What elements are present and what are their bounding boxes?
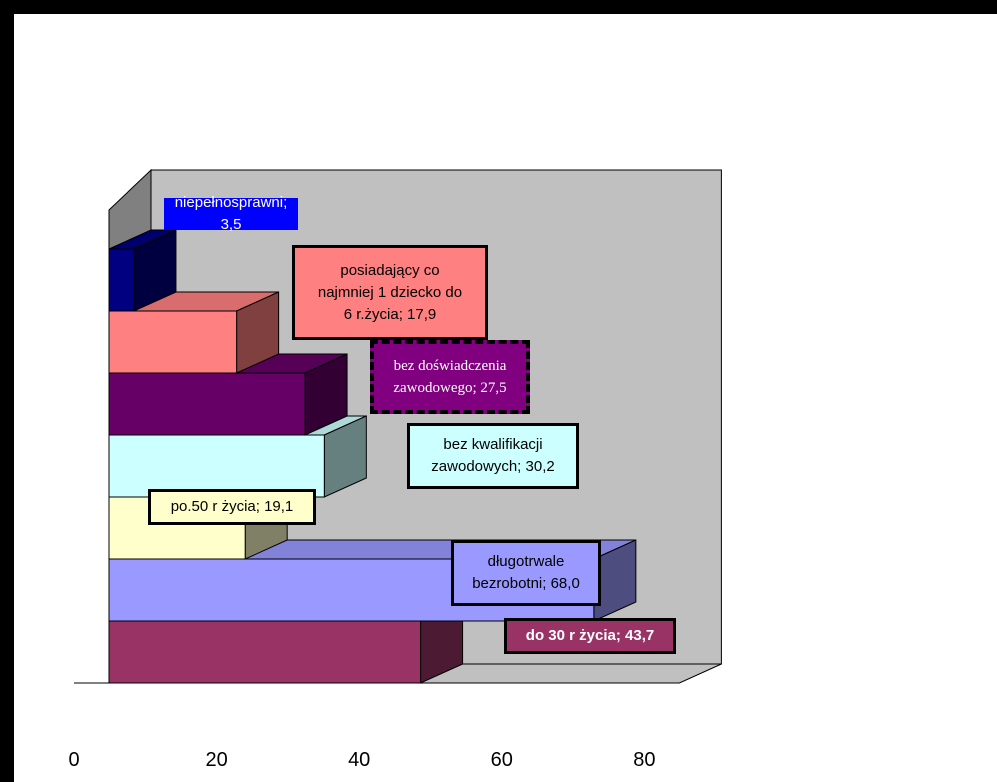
data-label-4: bez doświadczenia zawodowego; 27,5 [370,340,530,414]
bar-5 [108,310,238,374]
data-label-0: do 30 r życia; 43,7 [504,618,676,654]
data-label-5: posiadający co najmniej 1 dziecko do 6 r.ż… [292,245,488,340]
x-tick-label: 40 [348,749,371,771]
data-label-6: niepełnosprawni; 3,5 [164,194,298,233]
x-tick-label: 60 [490,749,513,771]
x-tick-label: 20 [205,749,228,771]
chart-frame: do 30 r życia; 43,7 długotrwale bezrobotni… [14,14,997,782]
data-label-2: po.50 r życia; 19,1 [148,489,316,525]
x-tick-label: 80 [633,749,656,771]
x-tick-label: 0 [68,749,80,771]
bar-4 [108,372,306,436]
data-label-1: długotrwale bezrobotni; 68,0 [451,540,601,606]
bar-0 [108,620,422,684]
bar-6 [108,248,135,312]
bar-3 [108,434,325,498]
data-label-3: bez kwalifikacji zawodowych; 30,2 [407,423,579,489]
